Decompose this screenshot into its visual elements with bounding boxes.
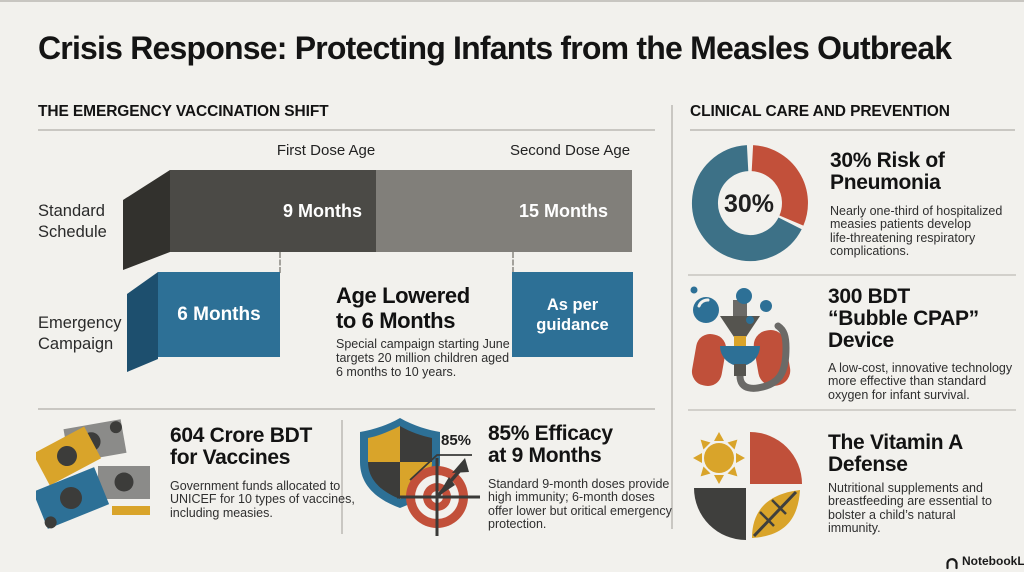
left-middle-divider [38, 408, 655, 410]
banknotes-icon [36, 419, 150, 529]
donut-chart-icon: 30% [692, 145, 808, 262]
callout-title: Age Lowered to 6 Months [336, 283, 470, 333]
standard-first-dose-value: 9 Months [283, 200, 362, 221]
standard-second-dose-bar: 15 Months [376, 170, 632, 252]
column-header-second-dose: Second Dose Age [509, 142, 631, 159]
standard-first-dose-bar: 9 Months [170, 170, 376, 252]
standard-second-dose-value: 15 Months [518, 200, 608, 221]
shield-target-icon [360, 418, 480, 536]
money-card-body: Government funds allocated to UNICEF for… [170, 479, 355, 520]
right-card-divider-2 [688, 409, 1016, 411]
donut-center-label: 30% [724, 190, 774, 218]
callout-body: Special campaign starting June targets 2… [336, 337, 510, 379]
cpap-card-body: A low-cost, innovative technology more e… [828, 361, 1013, 402]
emergency-second-dose-value: As per guidance [536, 295, 609, 334]
bubble-cpap-icon [690, 286, 791, 392]
efficacy-card-title: 85% Efficacy at 9 Months [488, 422, 613, 467]
notebooklm-brand: NotebookLM [962, 554, 1024, 568]
vitamin-a-icon [693, 432, 802, 540]
right-card-divider-1 [688, 274, 1016, 276]
left-section-header: THE EMERGENCY VACCINATION SHIFT [38, 103, 329, 120]
money-card-title: 604 Crore BDT for Vaccines [170, 424, 312, 469]
page-title: Crisis Response: Protecting Infants from… [38, 30, 952, 66]
pneumonia-card-title: 30% Risk of Pneumonia [830, 149, 945, 194]
efficacy-card-body: Standard 9-month doses provide high immu… [488, 477, 672, 532]
bottom-cards-divider [341, 420, 343, 534]
pneumonia-card-body: Nearly one-third of hospitalized measies… [830, 204, 1003, 259]
vitamin-card-title: The Vitamin A Defense [828, 431, 963, 476]
cpap-card-title: 300 BDT “Bubble CPAP” Device [828, 285, 979, 352]
main-vertical-divider [671, 105, 673, 529]
vitamin-card-body: Nutritional supplements and breastfeedin… [828, 481, 992, 536]
column-header-first-dose: First Dose Age [276, 142, 376, 159]
right-header-rule [690, 129, 1015, 131]
connector-dashed-line-1 [279, 252, 281, 273]
connector-dashed-line-2 [512, 252, 514, 273]
emergency-bar-fold [127, 272, 158, 372]
emergency-first-dose-value: 6 Months [177, 303, 261, 325]
notebooklm-logo-icon [946, 558, 958, 570]
standard-bar-fold [123, 170, 170, 270]
row-label-standard-schedule: Standard Schedule [38, 202, 107, 241]
right-section-header: CLINICAL CARE AND PREVENTION [690, 103, 950, 120]
row-label-emergency-campaign: Emergency Campaign [38, 314, 122, 353]
left-header-rule [38, 129, 655, 131]
efficacy-percent-label: 85% [440, 432, 472, 449]
emergency-second-dose-box: As per guidance [512, 272, 633, 357]
emergency-first-dose-box: 6 Months [158, 272, 280, 357]
